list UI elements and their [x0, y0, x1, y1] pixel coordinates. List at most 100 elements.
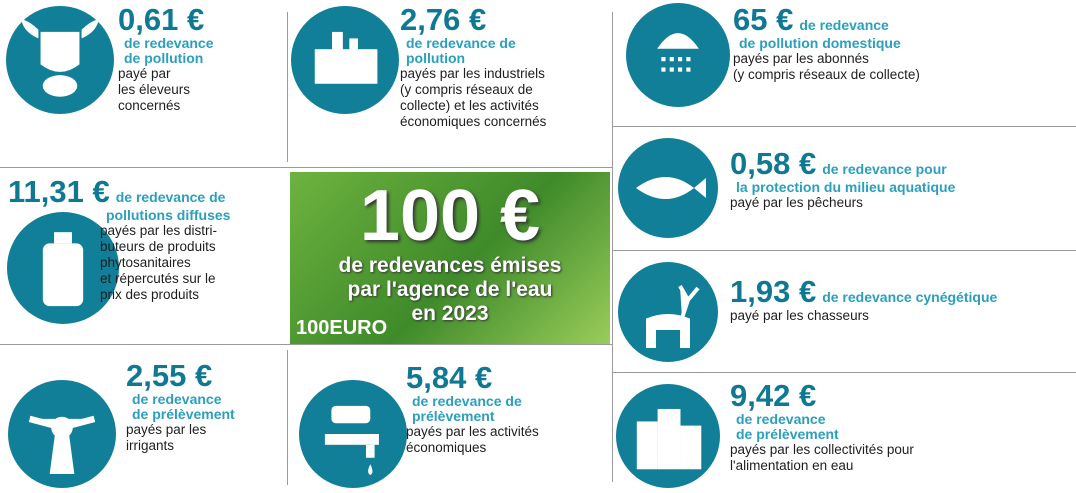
divider: [287, 12, 288, 162]
payer-line: payé par les chasseurs: [730, 308, 997, 324]
payer-line: prix des produits: [100, 287, 230, 303]
label-line: de pollution domestique: [733, 36, 920, 51]
banknote-note: 100EURO: [296, 317, 387, 340]
icon: [299, 380, 407, 488]
icon-circle: [8, 380, 116, 488]
payer-line: payé par les pêcheurs: [730, 195, 955, 211]
label-line: la protection du milieu aquatique: [730, 180, 955, 195]
amount: 11,31 €: [8, 174, 110, 209]
amount: 5,84 €: [406, 360, 492, 395]
text-block: 11,31 € de redevance de pollutions diffuse…: [8, 176, 230, 303]
payer-line: payés par les activités: [406, 424, 539, 440]
label-line: de redevance de: [400, 36, 546, 51]
amount-row: 2,55 €: [126, 360, 235, 392]
payer-line: concernés: [118, 98, 214, 114]
label-line: de prélèvement: [126, 407, 235, 422]
center-headline: 100 €: [290, 176, 610, 256]
icon: [616, 384, 720, 488]
icon-circle: [299, 380, 407, 488]
text-block: 0,58 € de redevance pour la protection du …: [730, 148, 955, 211]
icon: [291, 6, 399, 114]
label-line: de pollution: [118, 51, 214, 66]
payer-line: payés par les: [126, 422, 235, 438]
icon-circle: [291, 6, 399, 114]
payer-line: irrigants: [126, 438, 235, 454]
amount-row: 1,93 € de redevance cynégétique: [730, 276, 997, 308]
label-line: de redevance: [118, 36, 214, 51]
divider: [612, 126, 1076, 127]
label-line: prélèvement: [406, 409, 539, 424]
payer-line: (y compris réseaux de collecte): [733, 67, 920, 83]
label-line: de redevance cynégétique: [822, 289, 997, 305]
amount: 0,58 €: [730, 146, 816, 181]
amount-row: 9,42 €: [730, 380, 914, 412]
divider: [612, 250, 1076, 251]
subtitle-line: de redevances émises: [290, 254, 610, 278]
icon-circle: [618, 138, 718, 238]
icon: [618, 262, 718, 362]
icon-circle: [626, 3, 730, 107]
payer-line: l'alimentation en eau: [730, 458, 914, 474]
subtitle-line: par l'agence de l'eau: [290, 278, 610, 302]
divider: [612, 372, 1076, 373]
payer-line: les éleveurs: [118, 82, 214, 98]
amount: 2,76 €: [400, 2, 486, 37]
amount-row: 65 € de redevance: [733, 4, 920, 36]
divider: [0, 344, 612, 345]
amount: 1,93 €: [730, 274, 816, 309]
label-line: de redevance de: [406, 394, 539, 409]
amount: 0,61 €: [118, 2, 204, 37]
label-line: de redevance: [730, 412, 914, 427]
amount-row: 11,31 € de redevance de: [8, 176, 230, 208]
payer-line: et répercutés sur le: [100, 271, 230, 287]
label-line: de redevance de: [116, 189, 226, 205]
payer-line: payé par: [118, 66, 214, 82]
payer-line: payés par les collectivités pour: [730, 442, 914, 458]
divider: [287, 350, 288, 485]
infographic: {"items": [ {"amount": "0,61 €", "label"…: [0, 0, 1076, 493]
label-line: pollutions diffuses: [100, 208, 230, 223]
label-line: de prélèvement: [730, 427, 914, 442]
amount: 65 €: [733, 2, 793, 37]
icon-circle: [6, 6, 114, 114]
label-line: de redevance: [799, 17, 889, 33]
payer-line: payés par les abonnés: [733, 51, 920, 67]
divider: [0, 167, 612, 168]
payer-line: (y compris réseaux de: [400, 82, 546, 98]
amount-row: 0,61 €: [118, 4, 214, 36]
payer-line: buteurs de produits: [100, 239, 230, 255]
label-line: de redevance: [126, 392, 235, 407]
payer-line: économiques: [406, 440, 539, 456]
amount-row: 2,76 €: [400, 4, 546, 36]
text-block: 1,93 € de redevance cynégétique payé par l…: [730, 276, 997, 324]
amount-row: 5,84 €: [406, 362, 539, 394]
label-line: de redevance pour: [822, 161, 947, 177]
payer-line: payés par les industriels: [400, 66, 546, 82]
icon: [6, 6, 114, 114]
payer-line: collecte) et les activités: [400, 98, 546, 114]
payer-line: économiques concernés: [400, 114, 546, 130]
payer-line: payés par les distri-: [100, 223, 230, 239]
amount: 2,55 €: [126, 358, 212, 393]
details: payé par les chasseurs: [730, 308, 997, 324]
icon: [618, 138, 718, 238]
payer-line: phytosanitaires: [100, 255, 230, 271]
icon-circle: [618, 262, 718, 362]
label-line: pollution: [400, 51, 546, 66]
icon-circle: [616, 384, 720, 488]
